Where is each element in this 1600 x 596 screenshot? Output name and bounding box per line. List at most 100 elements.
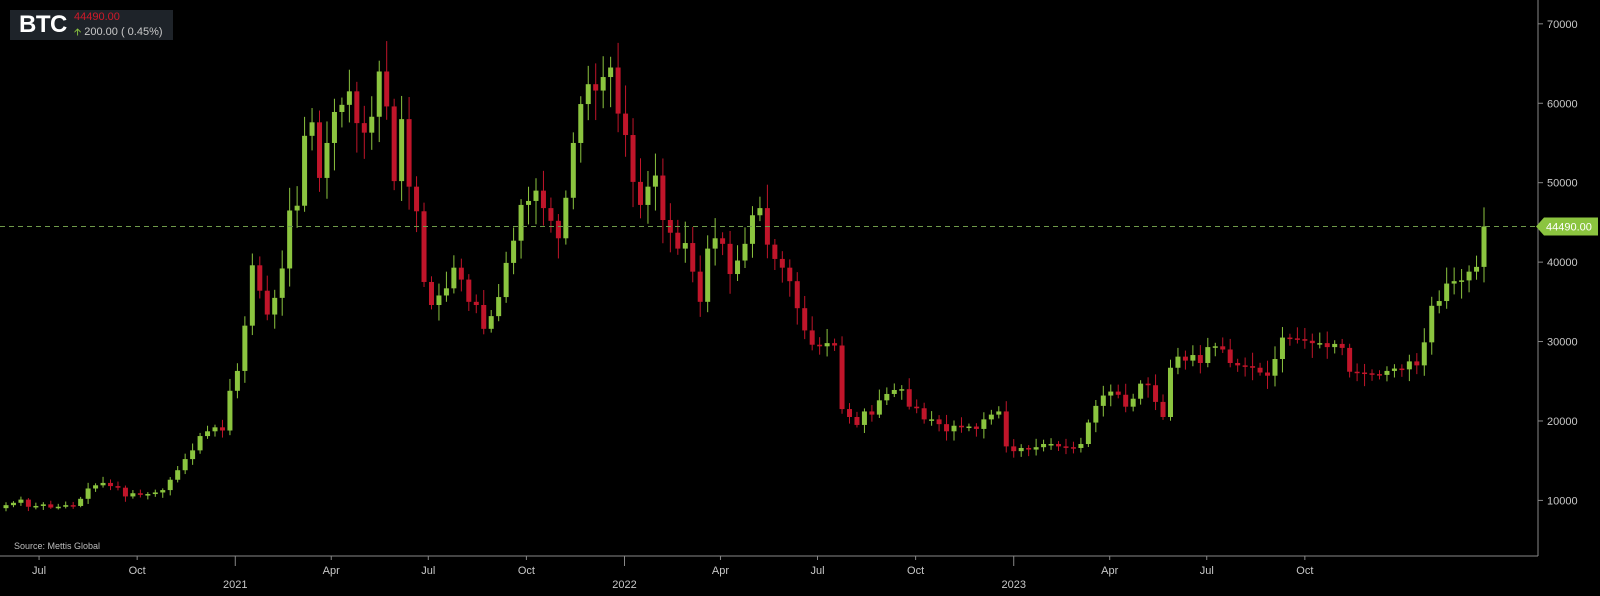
candle-body — [391, 106, 397, 182]
candle-body — [563, 197, 569, 239]
candle-body — [294, 205, 300, 211]
candle-body — [779, 258, 785, 268]
candle-body — [809, 330, 815, 345]
candle — [1369, 369, 1375, 381]
candle-body — [1399, 368, 1405, 371]
candle-body — [1444, 283, 1450, 302]
candle — [891, 383, 897, 398]
candle — [1279, 327, 1285, 373]
candle-body — [212, 427, 218, 432]
candle-body — [824, 343, 830, 347]
candle-body — [906, 389, 912, 407]
candle-body — [152, 492, 158, 495]
last-price-tag-label: 44490.00 — [1546, 221, 1592, 233]
candle — [1309, 333, 1315, 358]
candle — [182, 453, 188, 475]
candle-body — [794, 281, 800, 309]
candle — [78, 496, 84, 508]
candle — [481, 290, 487, 335]
candle-body — [279, 268, 285, 298]
candle-body — [130, 493, 136, 497]
candle-body — [1160, 401, 1166, 417]
candle — [339, 97, 345, 128]
candle — [861, 408, 867, 434]
candle — [1153, 374, 1159, 411]
candle — [585, 65, 591, 121]
candle-body — [219, 427, 225, 431]
candle — [384, 41, 390, 120]
candle — [1242, 357, 1248, 377]
candle-body — [1451, 281, 1457, 284]
candle — [1324, 331, 1330, 359]
y-axis: 10000 20000 30000 40000 50000 60000 70000 — [1538, 19, 1578, 507]
candle-body — [727, 243, 733, 275]
candle — [190, 443, 196, 465]
candle — [331, 98, 337, 171]
candle — [1444, 267, 1450, 309]
candle-body — [1056, 444, 1062, 447]
candle — [1391, 364, 1397, 378]
x-tick-label: Oct — [518, 565, 535, 577]
candle — [1429, 296, 1435, 355]
candle — [25, 498, 31, 512]
x-tick-label: Oct — [1296, 565, 1313, 577]
y-tick-label: 40000 — [1547, 257, 1578, 269]
candle-body — [540, 190, 546, 209]
candle — [630, 118, 636, 208]
candle-body — [384, 71, 390, 107]
candle-body — [40, 504, 46, 506]
candle-body — [78, 498, 84, 506]
candle-body — [25, 499, 31, 507]
candle — [533, 178, 539, 225]
candle — [1063, 438, 1069, 455]
candle-body — [55, 506, 61, 509]
candle-body — [1466, 271, 1472, 281]
ticker-change-value: 200.00 ( 0.45%) — [84, 26, 163, 38]
candle — [175, 465, 181, 483]
candle — [1376, 370, 1382, 380]
candle — [712, 218, 718, 266]
candle — [152, 489, 158, 497]
candle-body — [533, 190, 539, 201]
candle — [1294, 327, 1300, 344]
candle-body — [137, 493, 143, 495]
candle-body — [108, 482, 114, 487]
candle — [854, 411, 860, 428]
candle — [839, 336, 845, 414]
x-tick-label: Jul — [1200, 565, 1214, 577]
candle — [981, 412, 987, 439]
candle — [958, 417, 964, 433]
x-tick-label: Oct — [129, 565, 146, 577]
candle-body — [787, 267, 793, 282]
candle — [115, 481, 121, 491]
candle — [122, 485, 128, 502]
candle-body — [1347, 347, 1353, 372]
candle-body — [503, 262, 509, 298]
candle-body — [1048, 444, 1054, 446]
candle-body — [1085, 422, 1091, 445]
candle-body — [637, 181, 643, 205]
candle-body — [981, 419, 987, 429]
candle — [436, 283, 442, 321]
candle-body — [421, 211, 427, 282]
candle — [936, 415, 942, 432]
candle — [802, 295, 808, 340]
candle — [832, 338, 838, 351]
candle-body — [996, 411, 1002, 415]
candle-body — [600, 77, 606, 91]
candle — [309, 108, 315, 151]
x-tick-label: Apr — [323, 565, 340, 577]
candle-body — [1205, 347, 1211, 363]
candle — [779, 251, 785, 283]
candle — [1362, 363, 1368, 387]
candle-body — [847, 409, 853, 417]
candle-body — [361, 123, 367, 133]
candle — [1272, 346, 1278, 387]
candle-body — [1182, 356, 1188, 361]
candle — [906, 378, 912, 410]
candle — [1197, 345, 1203, 374]
candle-body — [570, 142, 576, 198]
candle-body — [1391, 368, 1397, 371]
candle — [809, 316, 815, 351]
candle-body — [1287, 337, 1293, 340]
